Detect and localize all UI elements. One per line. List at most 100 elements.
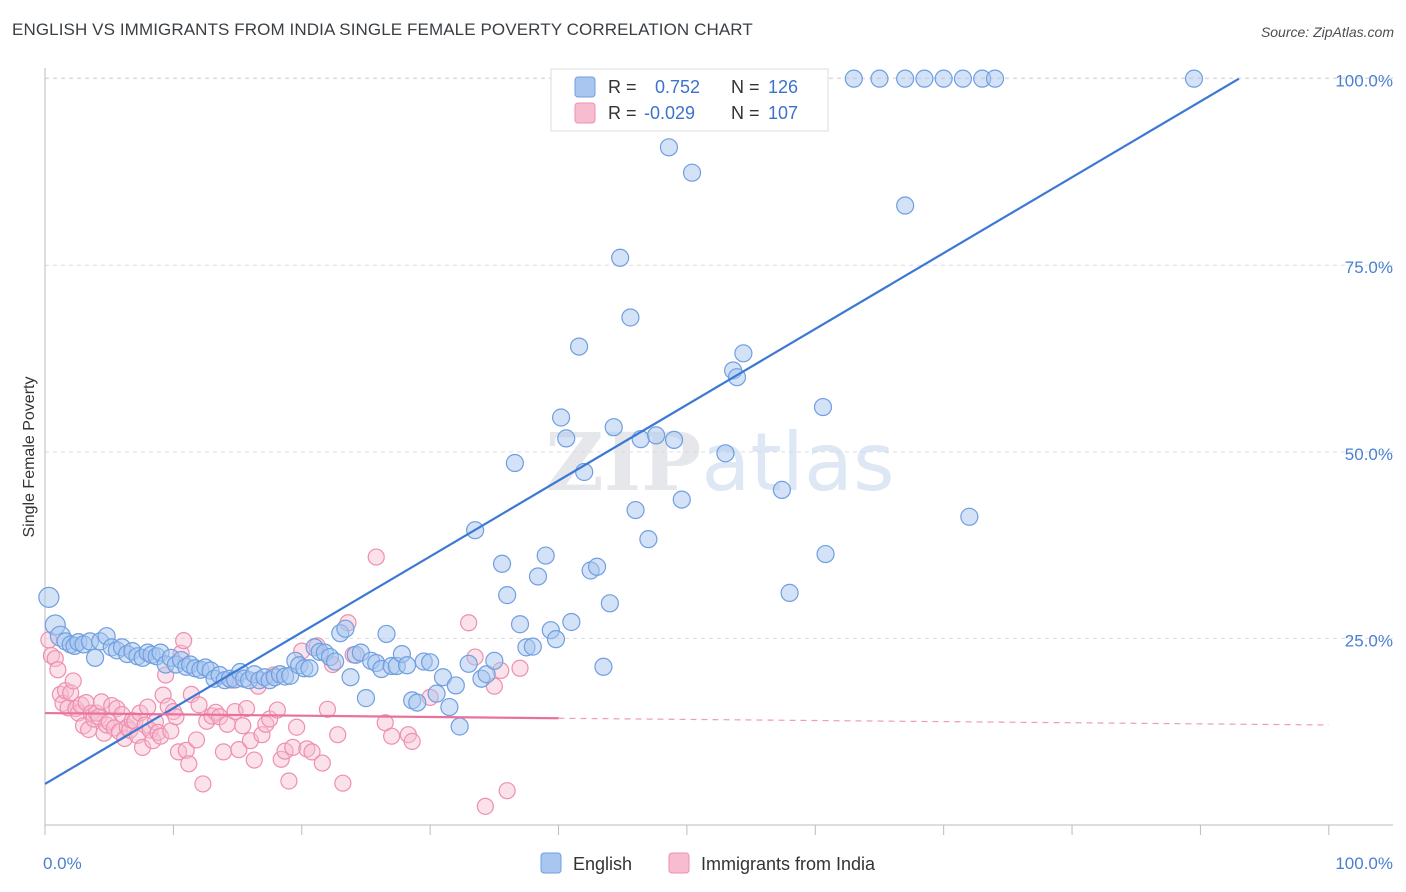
english-point-95 [546, 630, 566, 649]
y-tick-label-0: 25.0% [1345, 631, 1393, 650]
english-point-top-4 [844, 69, 863, 88]
india-point-90 [329, 726, 347, 744]
english-point-85 [485, 651, 504, 670]
legend-r-label-india: R = [608, 103, 637, 123]
india-point-38 [139, 698, 157, 716]
english-point-120 [772, 480, 792, 499]
india-point-63 [214, 743, 233, 761]
india-point-59 [198, 712, 216, 730]
india-point-67 [230, 741, 248, 759]
english-point-57 [326, 652, 345, 671]
english-point-86 [492, 554, 512, 573]
india-point-2 [46, 649, 64, 668]
english-point-63 [356, 689, 376, 708]
legend-box: R = 0.752 N = 126 R = -0.029 N = 107 [550, 68, 829, 132]
english-point-top-8 [934, 69, 953, 88]
legend-n-label-india: N = [731, 103, 760, 123]
english-point-9 [85, 648, 105, 667]
english-point-92 [528, 567, 548, 586]
legend-r-value-english: 0.752 [655, 77, 700, 97]
bottom-legend-swatch-english [540, 852, 562, 874]
english-point-124 [896, 196, 915, 215]
india-point-53 [177, 741, 195, 759]
english-point-60 [341, 668, 360, 687]
legend-r-value-india: -0.029 [644, 103, 695, 123]
india-point-9 [64, 672, 82, 690]
india-point-84 [298, 740, 316, 758]
india-point-81 [284, 738, 302, 756]
india-point-106 [511, 659, 529, 677]
english-point-89 [510, 615, 530, 634]
india-point-54 [180, 755, 198, 773]
english-point-73 [408, 693, 427, 712]
english-point-top-11 [985, 69, 1005, 88]
source-label: Source: ZipAtlas.com [1260, 24, 1394, 40]
india-point-3 [49, 661, 67, 679]
india-point-82 [288, 718, 306, 736]
y-axis-label: Single Female Poverty [21, 377, 38, 538]
english-point-123 [816, 544, 835, 564]
english-point-121 [780, 583, 799, 602]
english-point-76 [427, 684, 446, 703]
india-point-36 [133, 738, 152, 756]
india-point-52 [175, 632, 193, 650]
india-point-58 [194, 775, 212, 793]
english-point-103 [594, 657, 613, 676]
english-point-71 [397, 656, 417, 675]
india-point-100 [460, 614, 478, 632]
india-point-56 [187, 731, 206, 749]
english-point-125 [960, 507, 979, 526]
india-point-96 [383, 727, 401, 745]
bottom-legend-label-india: Immigrants from India [701, 854, 876, 874]
india-point-102 [476, 797, 494, 815]
india-point-98 [403, 732, 421, 751]
india-point-73 [253, 726, 271, 744]
english-point-0 [38, 586, 60, 608]
english-point-102 [587, 557, 607, 576]
bottom-legend: English Immigrants from India [540, 852, 876, 874]
english-point-112 [659, 138, 679, 157]
india-point-69 [237, 699, 256, 718]
tick-labels: 25.0% 50.0% 75.0% 100.0% 0.0% 100.0% [43, 72, 1393, 873]
english-point-52 [300, 659, 319, 678]
english-point-77 [433, 668, 453, 687]
trend-lines [44, 77, 1329, 785]
english-point-97 [557, 429, 576, 448]
india-point-43 [151, 727, 170, 745]
english-point-116 [716, 444, 735, 463]
india-point-88 [318, 700, 337, 718]
y-tick-label-3: 100.0% [1335, 72, 1393, 91]
axes-layer [44, 68, 1393, 835]
english-point-99 [569, 337, 589, 356]
legend-r-label-english: R = [608, 77, 637, 97]
english-point-59 [336, 619, 355, 638]
india-point-94 [367, 548, 385, 566]
english-point-104 [600, 594, 619, 613]
legend-frame [550, 68, 829, 132]
english-point-87 [498, 586, 517, 605]
english-point-67 [377, 624, 396, 644]
legend-n-value-india: 107 [768, 103, 798, 123]
x-tick-label-right: 100.0% [1335, 854, 1393, 873]
english-point-79 [446, 676, 465, 695]
english-point-106 [611, 248, 630, 267]
english-point-105 [604, 418, 623, 437]
india-point-44 [154, 686, 172, 704]
english-point-108 [626, 500, 645, 520]
english-point-107 [621, 308, 640, 327]
chart-title: ENGLISH VS IMMIGRANTS FROM INDIA SINGLE … [12, 20, 753, 39]
english-point-96 [551, 408, 571, 427]
english-point-81 [459, 654, 478, 673]
legend-n-value-english: 126 [768, 77, 798, 97]
english-point-75 [421, 653, 440, 672]
english-point-top-7 [915, 69, 934, 88]
x-tick-label-left: 0.0% [43, 854, 82, 873]
english-point-98 [562, 612, 581, 632]
y-tick-label-2: 75.0% [1345, 258, 1393, 277]
india-point-77 [268, 701, 286, 719]
english-point-78 [440, 697, 459, 717]
english-point-115 [682, 163, 702, 182]
india-point-57 [190, 696, 208, 714]
india-point-20 [92, 693, 111, 711]
india-trend-line [44, 711, 559, 720]
